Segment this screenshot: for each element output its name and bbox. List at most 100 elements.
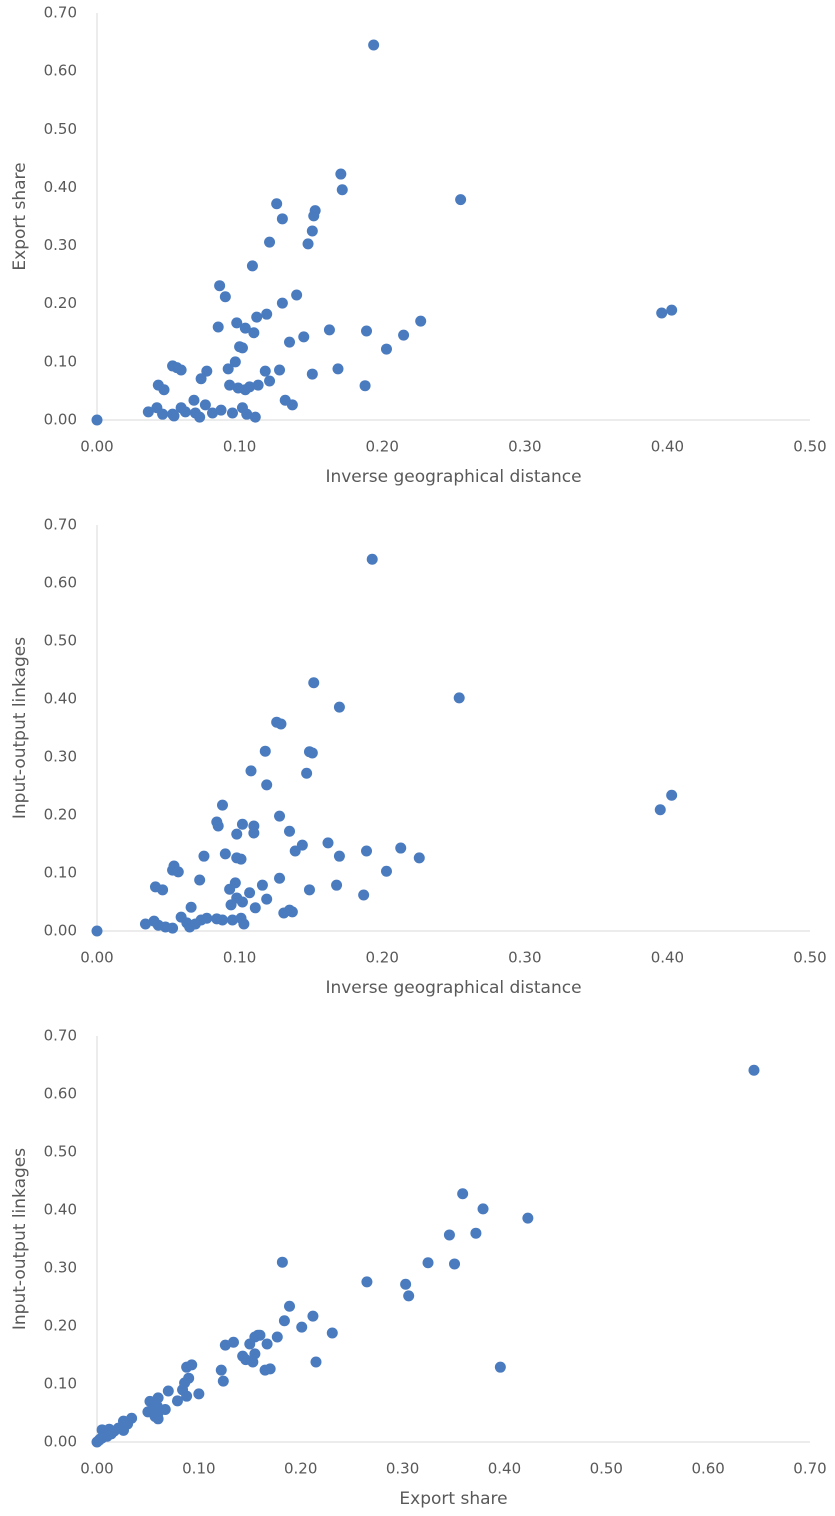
- point: [322, 837, 334, 849]
- y-tick-label: 0.50: [44, 120, 77, 138]
- point: [219, 291, 231, 303]
- point: [275, 718, 287, 730]
- point: [303, 884, 315, 896]
- point: [198, 850, 210, 862]
- point: [666, 304, 678, 316]
- point: [274, 364, 286, 376]
- point: [278, 907, 290, 919]
- point: [380, 343, 392, 355]
- point: [162, 1385, 174, 1397]
- point: [249, 902, 261, 914]
- point: [361, 325, 373, 337]
- y-tick-label: 0.40: [44, 1201, 77, 1219]
- point: [229, 877, 241, 889]
- point: [261, 308, 273, 320]
- x-tick-label: 0.20: [284, 1460, 317, 1478]
- point: [91, 925, 103, 937]
- point: [264, 375, 276, 387]
- point: [215, 1364, 227, 1376]
- x-tick-label: 0.10: [182, 1460, 215, 1478]
- x-tick-label: 0.40: [488, 1460, 521, 1478]
- point: [207, 407, 219, 419]
- point: [310, 1356, 322, 1368]
- point: [274, 810, 286, 822]
- y-tick-label: 0.20: [44, 806, 77, 824]
- y-axis-title: Input-output linkages: [10, 1148, 30, 1330]
- y-tick-label: 0.30: [44, 1259, 77, 1277]
- point: [91, 414, 103, 426]
- point: [333, 701, 345, 713]
- point: [333, 850, 345, 862]
- y-tick-label: 0.40: [44, 178, 77, 196]
- point: [470, 1227, 482, 1239]
- point: [246, 260, 258, 272]
- y-axis-title: Export share: [10, 162, 30, 270]
- point: [274, 872, 286, 884]
- point: [284, 825, 296, 837]
- point: [264, 236, 276, 248]
- x-tick-label: 0.60: [691, 1460, 724, 1478]
- point: [302, 238, 314, 250]
- point: [271, 198, 283, 210]
- y-tick-label: 0.70: [44, 4, 77, 22]
- y-tick-label: 0.20: [44, 1317, 77, 1335]
- y-tick-label: 0.10: [44, 352, 77, 370]
- point: [226, 407, 238, 419]
- point: [395, 842, 407, 854]
- point: [195, 373, 207, 385]
- y-tick-label: 0.60: [44, 62, 77, 80]
- point: [306, 368, 318, 380]
- point: [201, 365, 213, 377]
- point: [181, 1390, 193, 1402]
- point: [301, 767, 313, 779]
- x-tick-label: 0.40: [651, 949, 684, 967]
- point: [194, 411, 206, 423]
- x-tick-label: 0.70: [793, 1460, 826, 1478]
- x-tick-label: 0.20: [365, 438, 398, 456]
- point: [359, 380, 371, 392]
- point: [251, 311, 263, 323]
- y-tick-label: 0.70: [44, 516, 77, 534]
- point: [152, 1413, 164, 1425]
- point: [298, 331, 310, 343]
- y-tick-label: 0.50: [44, 1143, 77, 1161]
- point: [403, 1290, 415, 1302]
- point: [224, 379, 236, 391]
- point: [226, 914, 238, 926]
- x-tick-label: 0.30: [508, 949, 541, 967]
- point: [217, 1375, 229, 1387]
- point: [248, 827, 260, 839]
- y-tick-label: 0.60: [44, 1085, 77, 1103]
- y-tick-label: 0.00: [44, 411, 77, 429]
- point: [323, 324, 335, 336]
- point: [422, 1257, 434, 1269]
- x-tick-label: 0.50: [793, 949, 826, 967]
- point: [212, 321, 224, 333]
- point: [443, 1229, 455, 1241]
- point: [449, 1258, 461, 1270]
- x-tick-label: 0.20: [365, 949, 398, 967]
- point: [171, 1395, 183, 1407]
- point: [453, 692, 465, 704]
- x-tick-label: 0.50: [793, 438, 826, 456]
- y-axis-title: Input-output linkages: [10, 637, 30, 819]
- point: [147, 1404, 159, 1416]
- y-tick-label: 0.70: [44, 1027, 77, 1045]
- point: [188, 394, 200, 406]
- point: [284, 336, 296, 348]
- point: [216, 914, 228, 926]
- y-tick-label: 0.50: [44, 632, 77, 650]
- y-tick-label: 0.60: [44, 574, 77, 592]
- point: [238, 918, 250, 930]
- point: [236, 342, 248, 354]
- point: [455, 194, 467, 206]
- point: [157, 884, 169, 896]
- point: [306, 747, 318, 759]
- x-axis-title: Export share: [399, 1489, 507, 1509]
- point: [494, 1361, 506, 1373]
- point: [308, 677, 320, 689]
- x-tick-label: 0.40: [651, 438, 684, 456]
- point: [380, 865, 392, 877]
- point: [291, 289, 303, 301]
